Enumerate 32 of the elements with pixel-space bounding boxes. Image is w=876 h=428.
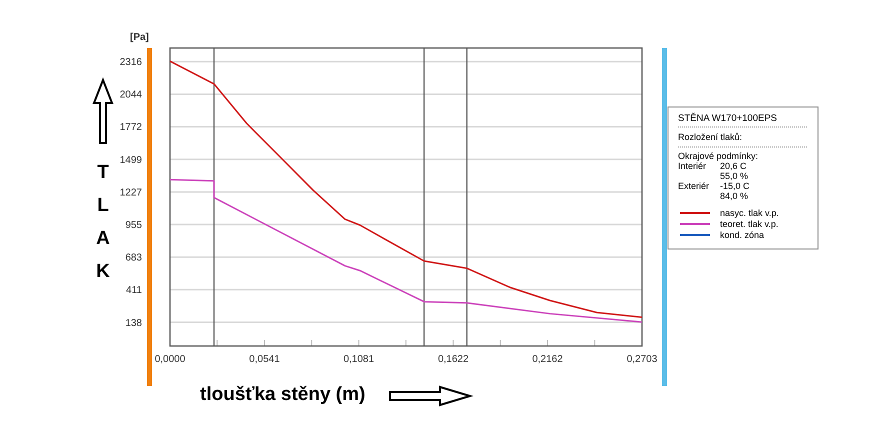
line-series: [169, 60, 643, 318]
y-tick-label: 2316: [120, 57, 142, 68]
y-tick-label: 683: [125, 252, 142, 264]
y-tick-label: 1227: [120, 187, 142, 198]
text: -15,0 C: [720, 181, 750, 191]
text: Rozložení tlaků:: [678, 132, 742, 142]
y-tick-label: 138: [125, 318, 142, 329]
x-tick-label: 0,0000: [154, 354, 186, 365]
text: Okrajové podmínky:: [678, 151, 758, 161]
text: 55,0 %: [720, 171, 748, 181]
x-tick-label: 0,2703: [626, 354, 658, 365]
y-tick-label: 1499: [120, 154, 142, 166]
legend-title: STĚNA W170+100EPS: [678, 112, 778, 124]
y-tick-label: 2044: [120, 90, 142, 101]
line-series: [169, 178, 643, 323]
y-tick-label: 411: [126, 285, 142, 296]
x-axis-title: tloušťka stěny (m): [200, 384, 366, 405]
legend-label: teoret. tlak v.p.: [720, 219, 778, 229]
x-tick-label: 0,0541: [249, 354, 280, 365]
text: [Pa]: [130, 32, 149, 43]
y-axis-title: TLAK: [96, 162, 110, 282]
legend-label: nasyc. tlak v.p.: [720, 208, 779, 218]
text: 20,6 C: [720, 161, 748, 171]
text: 84,0 %: [720, 191, 748, 201]
y-tick-label: 1772: [120, 122, 142, 134]
x-tick-label: 0,1622: [438, 354, 469, 365]
x-tick-label: 0,2162: [532, 354, 564, 365]
text: Exteriér: [678, 181, 710, 191]
y-tick-label: 955: [125, 220, 142, 232]
x-tick-label: 0,1081: [343, 354, 374, 365]
legend-label: kond. zóna: [720, 230, 764, 240]
text: Interiér: [678, 161, 706, 171]
